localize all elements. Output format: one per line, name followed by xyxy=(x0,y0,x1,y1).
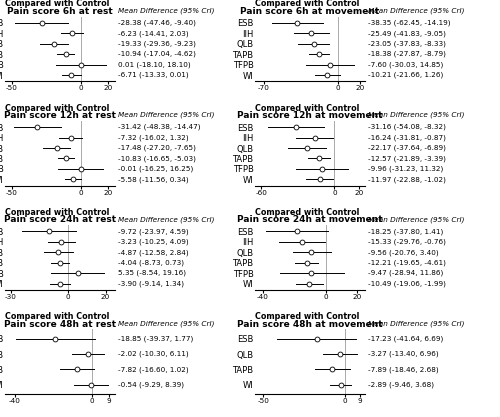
Text: Compared with Control: Compared with Control xyxy=(255,312,360,321)
Title: Pain score 6h at rest: Pain score 6h at rest xyxy=(7,7,113,16)
Text: -18.85 (-39.37, 1.77): -18.85 (-39.37, 1.77) xyxy=(118,335,193,342)
Text: Compared with Control: Compared with Control xyxy=(255,0,360,8)
Text: Mean Difference (95% CrI): Mean Difference (95% CrI) xyxy=(368,216,464,223)
Text: -17.48 (-27.20, -7.65): -17.48 (-27.20, -7.65) xyxy=(118,145,196,151)
Text: -9.96 (-31.23, 11.32): -9.96 (-31.23, 11.32) xyxy=(368,166,443,172)
Text: -7.89 (-18.46, 2.68): -7.89 (-18.46, 2.68) xyxy=(368,366,438,373)
Text: Compared with Control: Compared with Control xyxy=(255,103,360,113)
Text: -4.04 (-8.73, 0.73): -4.04 (-8.73, 0.73) xyxy=(118,259,184,266)
Text: Mean Difference (95% CrI): Mean Difference (95% CrI) xyxy=(368,112,464,118)
Title: Pain score 24h at movement: Pain score 24h at movement xyxy=(237,216,383,224)
Text: -25.49 (-41.83, -9.05): -25.49 (-41.83, -9.05) xyxy=(368,30,446,37)
Text: -3.23 (-10.25, 4.09): -3.23 (-10.25, 4.09) xyxy=(118,239,188,245)
Text: 5.35 (-8.54, 19.16): 5.35 (-8.54, 19.16) xyxy=(118,270,186,276)
Text: -10.94 (-17.04, -4.62): -10.94 (-17.04, -4.62) xyxy=(118,51,196,58)
Text: -22.17 (-37.64, -6.89): -22.17 (-37.64, -6.89) xyxy=(368,145,446,151)
Text: -7.60 (-30.03, 14.85): -7.60 (-30.03, 14.85) xyxy=(368,61,443,68)
Text: -18.25 (-37.80, 1.41): -18.25 (-37.80, 1.41) xyxy=(368,228,443,235)
Text: -38.35 (-62.45, -14.19): -38.35 (-62.45, -14.19) xyxy=(368,20,450,26)
Text: -10.49 (-19.06, -1.99): -10.49 (-19.06, -1.99) xyxy=(368,280,446,287)
Title: Pain score 12h at rest: Pain score 12h at rest xyxy=(4,111,116,120)
Text: -3.90 (-9.14, 1.34): -3.90 (-9.14, 1.34) xyxy=(118,280,184,287)
Text: -4.87 (-12.58, 2.84): -4.87 (-12.58, 2.84) xyxy=(118,249,188,256)
Text: Compared with Control: Compared with Control xyxy=(5,103,110,113)
Title: Pain score 6h at movement: Pain score 6h at movement xyxy=(240,7,380,16)
Text: -15.33 (-29.76, -0.76): -15.33 (-29.76, -0.76) xyxy=(368,239,446,245)
Text: -17.23 (-41.64, 6.69): -17.23 (-41.64, 6.69) xyxy=(368,335,443,342)
Text: -12.57 (-21.89, -3.39): -12.57 (-21.89, -3.39) xyxy=(368,155,446,162)
Text: Mean Difference (95% CrI): Mean Difference (95% CrI) xyxy=(118,216,214,223)
Text: -28.38 (-47.46, -9.40): -28.38 (-47.46, -9.40) xyxy=(118,20,196,26)
Title: Pain score 48h at rest: Pain score 48h at rest xyxy=(4,320,116,329)
Text: -10.83 (-16.65, -5.03): -10.83 (-16.65, -5.03) xyxy=(118,155,196,162)
Text: -7.82 (-16.60, 1.02): -7.82 (-16.60, 1.02) xyxy=(118,366,188,373)
Text: -0.01 (-16.25, 16.25): -0.01 (-16.25, 16.25) xyxy=(118,166,193,172)
Text: -9.56 (-20.76, 3.40): -9.56 (-20.76, 3.40) xyxy=(368,249,438,256)
Text: -2.02 (-10.30, 6.11): -2.02 (-10.30, 6.11) xyxy=(118,351,188,357)
Text: -11.97 (-22.88, -1.02): -11.97 (-22.88, -1.02) xyxy=(368,176,446,183)
Text: -9.72 (-23.97, 4.59): -9.72 (-23.97, 4.59) xyxy=(118,228,188,235)
Title: Pain score 12h at movement: Pain score 12h at movement xyxy=(238,111,383,120)
Text: 0.01 (-18.10, 18.10): 0.01 (-18.10, 18.10) xyxy=(118,61,190,68)
Text: Compared with Control: Compared with Control xyxy=(5,208,110,217)
Text: Compared with Control: Compared with Control xyxy=(5,312,110,321)
Text: -19.33 (-29.36, -9.23): -19.33 (-29.36, -9.23) xyxy=(118,40,196,47)
Text: -5.58 (-11.56, 0.34): -5.58 (-11.56, 0.34) xyxy=(118,176,188,183)
Title: Pain score 24h at rest: Pain score 24h at rest xyxy=(4,216,116,224)
Text: Mean Difference (95% CrI): Mean Difference (95% CrI) xyxy=(368,8,464,14)
Text: -16.24 (-31.81, -0.87): -16.24 (-31.81, -0.87) xyxy=(368,134,446,141)
Title: Pain score 48h at movement: Pain score 48h at movement xyxy=(237,320,383,329)
Text: -2.89 (-9.46, 3.68): -2.89 (-9.46, 3.68) xyxy=(368,382,434,388)
Text: -31.42 (-48.38, -14.47): -31.42 (-48.38, -14.47) xyxy=(118,124,200,131)
Text: -6.23 (-14.41, 2.03): -6.23 (-14.41, 2.03) xyxy=(118,30,188,37)
Text: Compared with Control: Compared with Control xyxy=(255,208,360,217)
Text: -12.21 (-19.65, -4.61): -12.21 (-19.65, -4.61) xyxy=(368,259,446,266)
Text: Mean Difference (95% CrI): Mean Difference (95% CrI) xyxy=(368,320,464,327)
Text: Compared with Control: Compared with Control xyxy=(5,0,110,8)
Text: -31.16 (-54.08, -8.32): -31.16 (-54.08, -8.32) xyxy=(368,124,446,131)
Text: Mean Difference (95% CrI): Mean Difference (95% CrI) xyxy=(118,320,214,327)
Text: -0.54 (-9.29, 8.39): -0.54 (-9.29, 8.39) xyxy=(118,382,184,388)
Text: -6.71 (-13.33, 0.01): -6.71 (-13.33, 0.01) xyxy=(118,72,188,78)
Text: -18.38 (-27.87, -8.79): -18.38 (-27.87, -8.79) xyxy=(368,51,446,58)
Text: -23.05 (-37.83, -8.33): -23.05 (-37.83, -8.33) xyxy=(368,40,446,47)
Text: -3.27 (-13.40, 6.96): -3.27 (-13.40, 6.96) xyxy=(368,351,438,357)
Text: -9.47 (-28.94, 11.86): -9.47 (-28.94, 11.86) xyxy=(368,270,443,276)
Text: -10.21 (-21.66, 1.26): -10.21 (-21.66, 1.26) xyxy=(368,72,443,78)
Text: -7.32 (-16.02, 1.32): -7.32 (-16.02, 1.32) xyxy=(118,134,188,141)
Text: Mean Difference (95% CrI): Mean Difference (95% CrI) xyxy=(118,8,214,14)
Text: Mean Difference (95% CrI): Mean Difference (95% CrI) xyxy=(118,112,214,118)
